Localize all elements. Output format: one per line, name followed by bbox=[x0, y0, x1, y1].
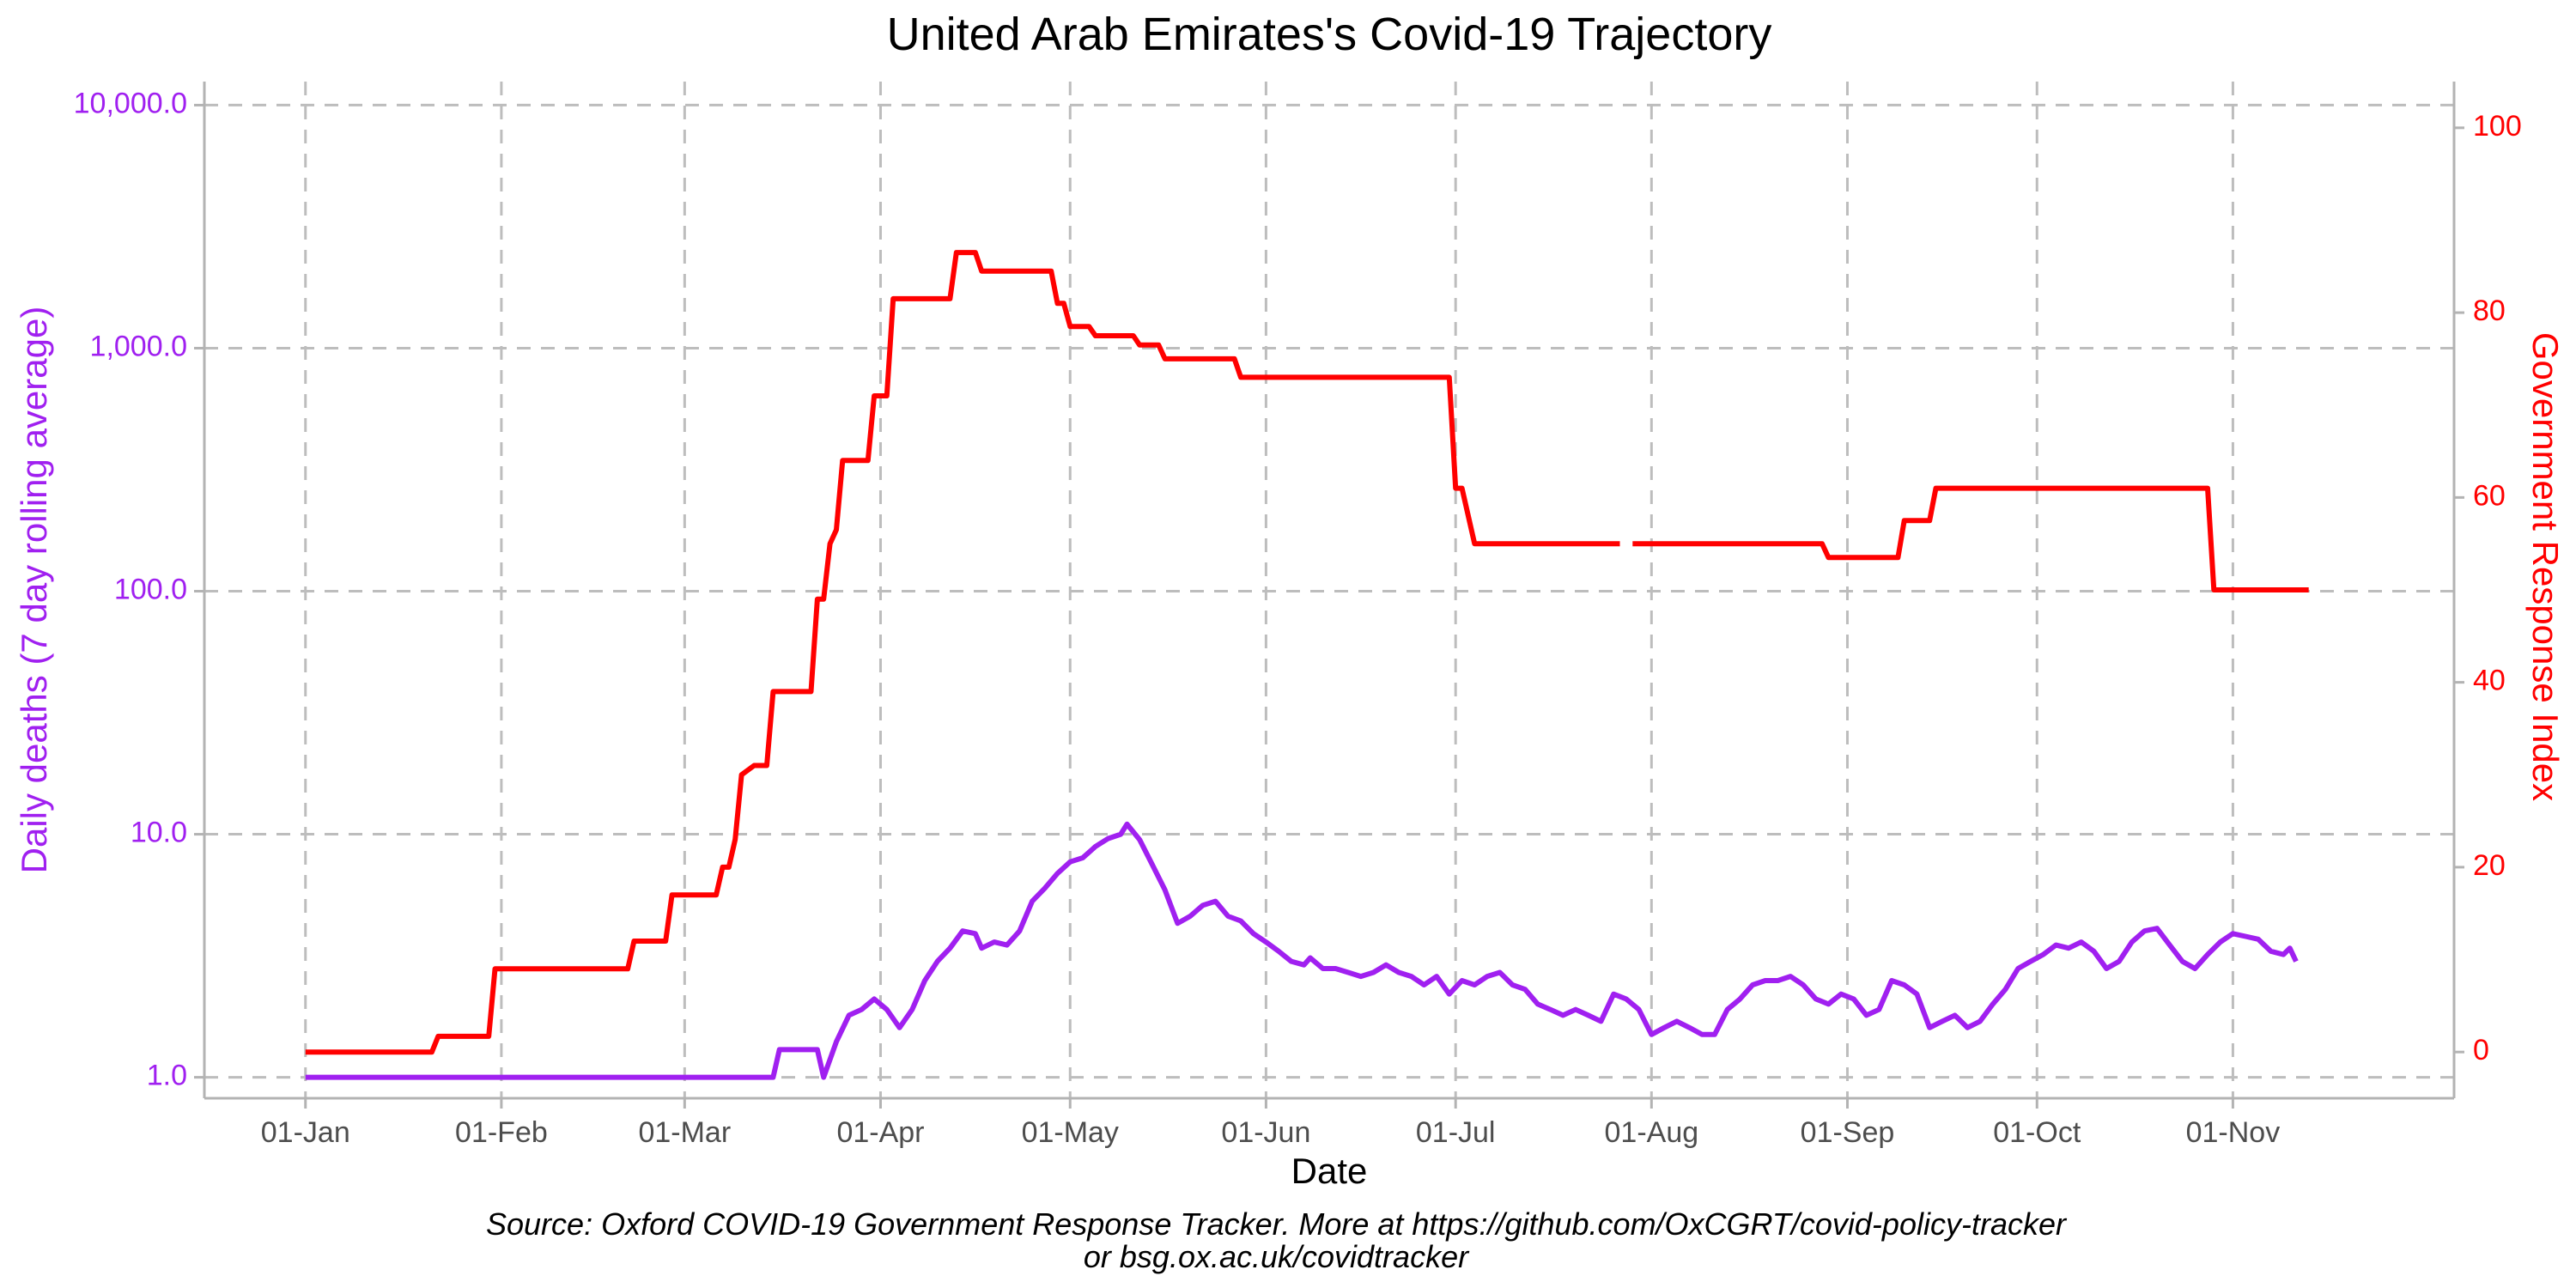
x-tick-label: 01-Nov bbox=[2186, 1116, 2281, 1149]
y-left-tick-label: 1.0 bbox=[147, 1060, 187, 1092]
response-index-series bbox=[305, 250, 2309, 1055]
y-right-tick-label: 40 bbox=[2473, 665, 2506, 697]
x-tick-label: 01-Oct bbox=[1993, 1116, 2081, 1149]
y-right-tick-label: 60 bbox=[2473, 479, 2506, 512]
y-right-tick-label: 0 bbox=[2473, 1034, 2489, 1066]
x-tick-label: 01-Mar bbox=[638, 1116, 731, 1149]
x-tick-label: 01-Aug bbox=[1605, 1116, 1699, 1149]
y-right-tick-label: 20 bbox=[2473, 849, 2506, 882]
deaths-line bbox=[305, 821, 2299, 1080]
x-axis-label: Date bbox=[1291, 1151, 1368, 1191]
x-tick-label: 01-May bbox=[1022, 1116, 1119, 1149]
left-axis-ticks: 1.0 10.0 100.0 1,000.0 10,000.0 bbox=[74, 87, 204, 1092]
x-tick-label: 01-Jun bbox=[1221, 1116, 1310, 1149]
x-axis-ticks: 01-Jan 01-Feb 01-Mar 01-Apr 01-May 01-Jun 01-J… bbox=[261, 1098, 2280, 1149]
y-left-tick-label: 10.0 bbox=[131, 817, 187, 849]
y-left-tick-label: 1,000.0 bbox=[90, 330, 187, 362]
right-axis-ticks: 0 20 40 60 80 100 bbox=[2454, 110, 2522, 1066]
x-gridlines bbox=[304, 82, 2234, 1098]
y-right-tick-label: 100 bbox=[2473, 110, 2522, 143]
caption-line-1: Source: Oxford COVID-19 Government Respo… bbox=[486, 1206, 2068, 1242]
x-tick-label: 01-Apr bbox=[836, 1116, 924, 1149]
y-left-tick-label: 100.0 bbox=[114, 574, 187, 606]
chart-title: United Arab Emirates's Covid-19 Trajecto… bbox=[887, 9, 1772, 60]
response-index-line bbox=[1632, 485, 2309, 592]
x-tick-label: 01-Feb bbox=[455, 1116, 548, 1149]
x-tick-label: 01-Jul bbox=[1416, 1116, 1496, 1149]
y-right-tick-label: 80 bbox=[2473, 295, 2506, 327]
deaths-series bbox=[305, 821, 2299, 1080]
y-left-axis-label: Daily deaths (7 day rolling average) bbox=[14, 307, 54, 874]
response-index-line bbox=[305, 250, 1620, 1055]
caption-line-2: or bsg.ox.ac.uk/covidtracker bbox=[1084, 1239, 1470, 1274]
x-tick-label: 01-Sep bbox=[1801, 1116, 1895, 1149]
y-gridlines bbox=[204, 103, 2454, 1079]
series-layer bbox=[305, 250, 2309, 1080]
y-left-tick-label: 10,000.0 bbox=[74, 87, 187, 119]
x-tick-label: 01-Jan bbox=[261, 1116, 350, 1149]
y-right-axis-label: Government Response Index bbox=[2525, 332, 2566, 801]
